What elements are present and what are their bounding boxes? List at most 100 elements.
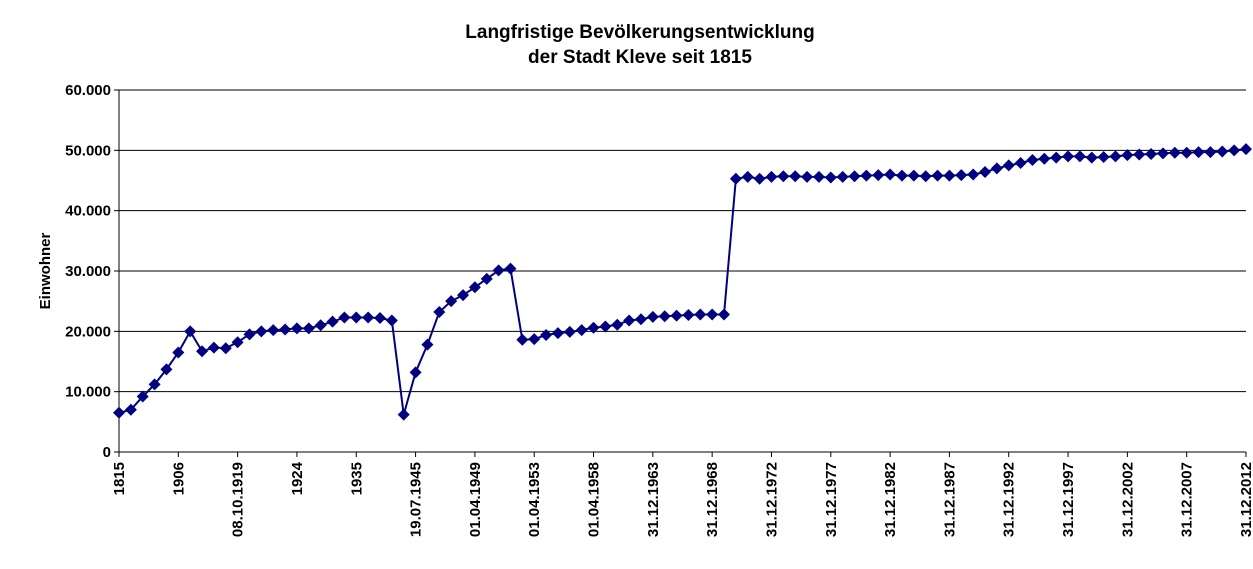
- point-marker: [433, 306, 446, 319]
- x-tick-label: 19.07.1945: [408, 462, 425, 537]
- point-marker: [172, 346, 185, 359]
- point-marker: [196, 345, 209, 358]
- point-marker: [136, 390, 149, 403]
- x-tick-label: 1906: [170, 462, 187, 495]
- point-marker: [290, 322, 303, 335]
- point-marker: [801, 170, 814, 183]
- point-marker: [457, 289, 470, 302]
- point-marker: [741, 170, 754, 183]
- point-marker: [907, 169, 920, 182]
- y-tick-label: 60.000: [65, 82, 111, 99]
- point-marker: [836, 170, 849, 183]
- point-marker: [338, 311, 351, 324]
- point-marker: [480, 272, 493, 285]
- point-marker: [1038, 152, 1051, 165]
- point-marker: [421, 338, 434, 351]
- point-marker: [824, 171, 837, 184]
- y-tick-label: 30.000: [65, 263, 111, 280]
- x-tick-label: 01.04.1958: [586, 462, 603, 537]
- point-marker: [587, 321, 600, 334]
- point-marker: [1097, 150, 1110, 163]
- x-tick-label: 08.10.1919: [230, 462, 247, 537]
- point-marker: [1228, 144, 1241, 157]
- point-marker: [1026, 153, 1039, 166]
- point-marker: [884, 168, 897, 181]
- y-tick-label: 10.000: [65, 384, 111, 401]
- point-marker: [279, 323, 292, 336]
- point-marker: [575, 324, 588, 337]
- point-marker: [753, 172, 766, 185]
- x-tick-label: 31.12.1963: [645, 462, 662, 537]
- x-tick-label: 01.04.1949: [467, 462, 484, 537]
- point-marker: [729, 172, 742, 185]
- point-marker: [718, 308, 731, 321]
- point-marker: [1216, 145, 1229, 158]
- series-line: [118, 148, 1247, 415]
- x-tick-label: 1935: [348, 462, 365, 495]
- point-marker: [314, 319, 327, 332]
- point-marker: [646, 310, 659, 323]
- point-marker: [1121, 149, 1134, 162]
- point-marker: [919, 170, 932, 183]
- point-marker: [1014, 157, 1027, 170]
- x-tick-label: 31.12.2002: [1119, 462, 1136, 537]
- point-marker: [409, 366, 422, 379]
- point-marker: [979, 166, 992, 179]
- y-tick-label: 40.000: [65, 203, 111, 220]
- x-tick-label: 31.12.1997: [1060, 462, 1077, 537]
- point-marker: [397, 408, 410, 421]
- x-tick-label: 31.12.1968: [704, 462, 721, 537]
- chart-title: Langfristige Bevölkerungsentwicklung: [465, 22, 814, 43]
- point-marker: [848, 170, 861, 183]
- point-marker: [777, 170, 790, 183]
- point-marker: [350, 311, 363, 324]
- point-marker: [1073, 150, 1086, 163]
- point-marker: [1240, 143, 1252, 156]
- point-marker: [148, 378, 161, 391]
- point-marker: [599, 320, 612, 333]
- point-marker: [682, 309, 695, 322]
- point-marker: [658, 310, 671, 323]
- point-marker: [362, 311, 375, 324]
- point-marker: [219, 342, 232, 355]
- point-marker: [528, 333, 541, 346]
- point-marker: [1085, 151, 1098, 164]
- point-marker: [694, 308, 707, 321]
- y-tick-label: 0: [103, 444, 111, 461]
- y-tick-label: 50.000: [65, 142, 111, 159]
- point-marker: [872, 169, 885, 182]
- x-tick-label: 01.04.1953: [526, 462, 543, 537]
- point-marker: [504, 262, 517, 275]
- point-marker: [445, 295, 458, 308]
- point-marker: [1180, 146, 1193, 159]
- x-tick-label: 31.12.2007: [1179, 462, 1196, 537]
- point-marker: [1002, 159, 1015, 172]
- point-marker: [943, 169, 956, 182]
- x-tick-label: 31.12.1972: [763, 462, 780, 537]
- point-marker: [1145, 147, 1158, 160]
- point-marker: [468, 281, 481, 294]
- point-marker: [184, 325, 197, 338]
- point-marker: [1109, 150, 1122, 163]
- point-marker: [231, 336, 244, 349]
- point-marker: [967, 168, 980, 181]
- x-tick-label: 31.12.1977: [823, 462, 840, 537]
- point-marker: [563, 325, 576, 338]
- x-tick-label: 31.12.1987: [941, 462, 958, 537]
- point-marker: [634, 313, 647, 326]
- point-marker: [540, 328, 553, 341]
- point-marker: [1192, 146, 1205, 159]
- x-tick-label: 31.12.1982: [882, 462, 899, 537]
- x-tick-label: 1815: [111, 462, 128, 495]
- point-marker: [492, 264, 505, 277]
- point-marker: [789, 170, 802, 183]
- point-marker: [931, 169, 944, 182]
- point-marker: [160, 363, 173, 376]
- x-tick-label: 31.12.2012: [1238, 462, 1253, 537]
- point-marker: [955, 169, 968, 182]
- point-marker: [124, 403, 137, 416]
- point-marker: [860, 169, 873, 182]
- point-marker: [706, 308, 719, 321]
- y-axis-label: Einwohner: [37, 233, 54, 310]
- point-marker: [516, 333, 529, 346]
